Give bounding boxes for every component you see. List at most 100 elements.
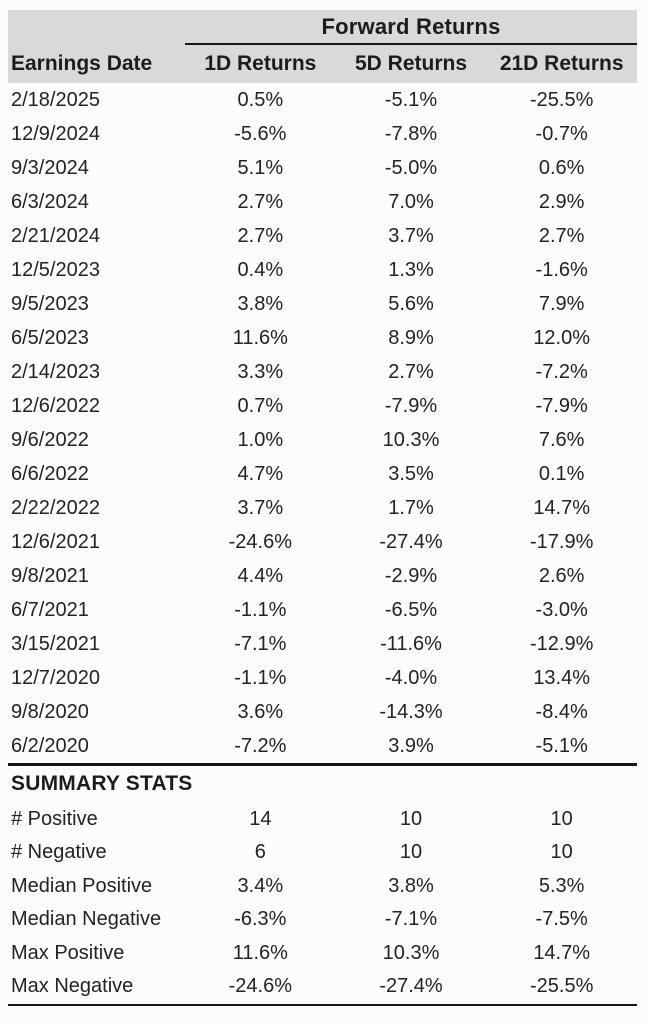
table-row: 6/2/2020 -7.2% 3.9% -5.1%	[8, 729, 637, 763]
summary-value-cell: 10	[550, 807, 573, 830]
earnings-date-cell: 3/15/2021	[11, 632, 100, 655]
column-header-5d-returns: 5D Returns	[354, 52, 468, 75]
table-row: 6/5/2023 11.6% 8.9% 12.0%	[8, 321, 637, 355]
return-cell: -4.0%	[384, 666, 438, 689]
summary-label-cell: Median Positive	[11, 874, 153, 897]
forward-returns-table: Forward Returns Earnings Date 1D Returns…	[8, 10, 637, 1006]
return-cell: 7.6%	[538, 428, 585, 451]
return-cell: -24.6%	[228, 530, 293, 553]
earnings-date-cell: 2/21/2024	[11, 224, 100, 247]
return-cell: -1.1%	[234, 666, 287, 689]
summary-value-cell: 3.4%	[237, 874, 284, 897]
column-header-row: Earnings Date 1D Returns 5D Returns 21D …	[8, 45, 637, 83]
earnings-date-cell: 6/2/2020	[11, 734, 89, 757]
return-cell: 11.6%	[232, 326, 288, 349]
summary-value-cell: -24.6%	[228, 975, 293, 998]
return-cell: -12.9%	[529, 632, 594, 655]
earnings-date-cell: 12/5/2023	[11, 258, 100, 281]
summary-label-cell: # Negative	[11, 841, 107, 864]
bottom-rule	[8, 1003, 637, 1006]
return-cell: 2.9%	[538, 190, 585, 213]
summary-label-cell: Median Negative	[11, 908, 162, 931]
summary-label-cell: # Positive	[11, 807, 98, 830]
return-cell: -5.0%	[384, 156, 438, 179]
span-header-spacer	[8, 10, 185, 45]
return-cell: -5.1%	[384, 88, 438, 111]
earnings-date-cell: 6/5/2023	[11, 326, 89, 349]
summary-value-cell: 14.7%	[533, 941, 591, 964]
table-row: 12/6/2021 -24.6% -27.4% -17.9%	[8, 525, 637, 559]
return-cell: 3.3%	[237, 360, 284, 383]
summary-value-cell: 10	[399, 807, 423, 830]
return-cell: -25.5%	[529, 88, 594, 111]
summary-value-cell: 3.8%	[388, 874, 434, 897]
return-cell: 10.3%	[382, 428, 440, 451]
table-row: 9/3/2024 5.1% -5.0% 0.6%	[8, 151, 637, 185]
return-cell: 1.7%	[388, 496, 434, 519]
table-row: 9/8/2021 4.4% -2.9% 2.6%	[8, 559, 637, 593]
span-header-row: Forward Returns	[8, 10, 637, 45]
return-cell: -7.9%	[535, 394, 588, 417]
return-cell: -7.8%	[384, 122, 438, 145]
summary-value-cell: 10.3%	[382, 941, 440, 964]
table-body: 2/18/2025 0.5% -5.1% -25.5% 12/9/2024 -5.6% -7…	[8, 83, 637, 763]
summary-value-cell: -25.5%	[529, 975, 594, 998]
earnings-date-cell: 6/3/2024	[11, 190, 89, 213]
earnings-date-cell: 2/18/2025	[11, 88, 100, 111]
table-row: 6/7/2021 -1.1% -6.5% -3.0%	[8, 593, 637, 627]
return-cell: -7.9%	[384, 394, 438, 417]
return-cell: 14.7%	[533, 496, 591, 519]
return-cell: 2.7%	[237, 190, 284, 213]
return-cell: 1.0%	[237, 428, 284, 451]
return-cell: 3.8%	[237, 292, 284, 315]
summary-divider	[8, 763, 637, 766]
return-cell: 4.7%	[237, 462, 284, 485]
return-cell: 0.1%	[538, 462, 585, 485]
return-cell: -0.7%	[535, 122, 588, 145]
return-cell: -11.6%	[380, 632, 442, 655]
forward-returns-header: Forward Returns	[185, 10, 637, 45]
return-cell: 3.7%	[388, 224, 434, 247]
return-cell: 5.1%	[237, 156, 284, 179]
return-cell: 3.5%	[388, 462, 434, 485]
return-cell: 0.5%	[237, 88, 284, 111]
return-cell: 2.7%	[388, 360, 434, 383]
return-cell: -5.6%	[234, 122, 287, 145]
table-row: 2/18/2025 0.5% -5.1% -25.5%	[8, 83, 637, 117]
summary-value-cell: 10	[399, 841, 423, 864]
summary-value-cell: 10	[550, 841, 573, 864]
summary-body: # Positive 14 10 10 # Negative 6 10 10 Median Po…	[8, 803, 637, 1004]
table-row: 3/15/2021 -7.1% -11.6% -12.9%	[8, 627, 637, 661]
summary-row: Median Negative -6.3% -7.1% -7.5%	[8, 903, 637, 937]
earnings-date-cell: 12/9/2024	[11, 122, 100, 145]
earnings-date-cell: 12/7/2020	[11, 666, 100, 689]
table-row: 9/5/2023 3.8% 5.6% 7.9%	[8, 287, 637, 321]
return-cell: 3.7%	[237, 496, 284, 519]
earnings-date-cell: 9/3/2024	[11, 156, 89, 179]
summary-stats-heading: SUMMARY STATS	[11, 772, 193, 795]
earnings-date-cell: 9/6/2022	[11, 428, 89, 451]
table-header: Forward Returns Earnings Date 1D Returns…	[8, 10, 637, 83]
return-cell: 0.6%	[538, 156, 585, 179]
summary-row: # Negative 6 10 10	[8, 836, 637, 870]
return-cell: -1.6%	[535, 258, 588, 281]
summary-value-cell: -27.4%	[379, 975, 443, 998]
summary-value-cell: 14	[249, 807, 272, 830]
earnings-date-cell: 2/14/2023	[11, 360, 100, 383]
summary-label-cell: Max Positive	[11, 941, 125, 964]
earnings-date-cell: 12/6/2022	[11, 394, 100, 417]
earnings-date-cell: 9/8/2021	[11, 564, 89, 587]
earnings-date-cell: 6/6/2022	[11, 462, 89, 485]
summary-value-cell: 6	[254, 841, 266, 864]
earnings-date-cell: 9/8/2020	[11, 700, 89, 723]
return-cell: 7.9%	[538, 292, 585, 315]
return-cell: -1.1%	[234, 598, 287, 621]
earnings-date-cell: 2/22/2022	[11, 496, 100, 519]
return-cell: 4.4%	[237, 564, 284, 587]
return-cell: 13.4%	[533, 666, 591, 689]
return-cell: 2.6%	[538, 564, 585, 587]
return-cell: -8.4%	[535, 700, 588, 723]
table-row: 9/6/2022 1.0% 10.3% 7.6%	[8, 423, 637, 457]
return-cell: 2.7%	[538, 224, 585, 247]
return-cell: 2.7%	[237, 224, 284, 247]
